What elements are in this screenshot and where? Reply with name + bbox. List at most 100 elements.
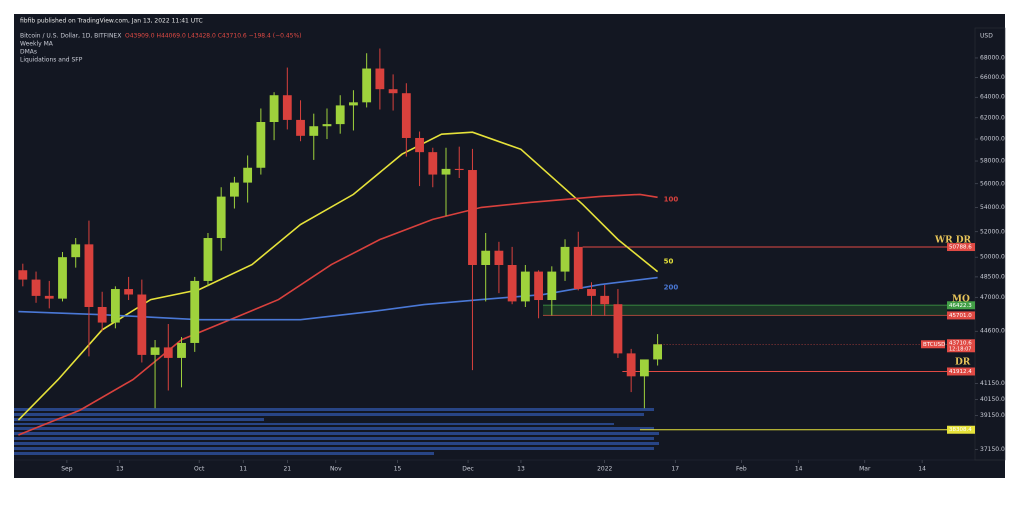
- candle-body: [428, 152, 438, 175]
- candle-body: [230, 182, 239, 197]
- x-tick-label: 17: [671, 466, 679, 473]
- ma-line: [18, 276, 658, 321]
- candle-body: [58, 257, 67, 299]
- candle-body: [71, 244, 81, 258]
- ma-label: 100: [664, 195, 679, 203]
- candle-body: [97, 306, 107, 323]
- candle-body: [534, 271, 543, 301]
- candle-body: [626, 353, 636, 377]
- x-tick-label: 13: [517, 466, 525, 473]
- annotation: DR: [955, 358, 971, 368]
- candle-body: [454, 168, 464, 171]
- candle-body: [256, 122, 266, 168]
- y-tick-label: 39150.0: [980, 412, 1005, 419]
- candle-body: [639, 359, 649, 377]
- level-tag-label: 50788.6: [949, 245, 972, 251]
- candle-body: [520, 271, 530, 302]
- last-price-countdown: 12:18:07: [949, 346, 971, 352]
- y-tick-label: 58000.0: [980, 158, 1005, 165]
- x-tick-label: Sep: [61, 466, 73, 473]
- indicator: DMAs: [20, 49, 37, 56]
- candle-body: [31, 279, 41, 296]
- candle-body: [335, 105, 345, 125]
- level-tag: [947, 425, 975, 434]
- candle-body: [243, 167, 253, 183]
- annotation: WR DR: [934, 236, 972, 246]
- x-tick-label: Dec: [462, 466, 474, 473]
- candle-body: [547, 271, 557, 301]
- ma-label: 50: [664, 258, 674, 266]
- level-tag: [947, 311, 975, 320]
- chart-title: Bitcoin / U.S. Dollar, 1D, BITFINEX: [20, 33, 121, 40]
- candle-body: [587, 289, 596, 296]
- y-tick-label: 60000.0: [980, 136, 1005, 143]
- x-tick-label: 14: [795, 466, 803, 473]
- level-tag: [947, 243, 975, 252]
- candle-body: [401, 93, 411, 138]
- candle-body: [600, 295, 610, 305]
- candle-body: [137, 294, 147, 355]
- y-tick-label: 64000.0: [980, 94, 1005, 101]
- candle-body: [216, 196, 226, 239]
- symbol-tag-label: BTCUSD: [923, 342, 945, 348]
- annotation: MO: [952, 295, 970, 305]
- candle-body: [322, 124, 332, 127]
- candle-body: [18, 270, 28, 280]
- level-tag-label: 45701.0: [949, 313, 972, 319]
- candle-body: [124, 289, 134, 295]
- level-tag: [947, 367, 975, 376]
- x-tick-label: 2022: [597, 466, 612, 473]
- candle-body: [415, 137, 424, 153]
- x-tick-label: 14: [918, 466, 926, 473]
- candle-body: [150, 347, 160, 355]
- y-tick-label: 52000.0: [980, 228, 1005, 235]
- x-tick-label: Oct: [194, 466, 205, 473]
- y-tick-label: 40150.0: [980, 396, 1005, 403]
- ma-line: [18, 193, 658, 436]
- candle-body: [203, 238, 213, 281]
- x-tick-label: 15: [394, 466, 402, 473]
- price-axis: [974, 27, 1006, 461]
- x-tick-label: Nov: [330, 466, 342, 473]
- x-tick-label: 11: [239, 466, 247, 473]
- candle-body: [573, 246, 583, 290]
- y-tick-label: 50000.0: [980, 254, 1005, 261]
- ma-label: 200: [664, 284, 679, 292]
- y-tick-label: 68000.0: [980, 54, 1005, 61]
- x-tick-label: Mar: [859, 466, 871, 473]
- last-price-tag: [947, 339, 975, 353]
- candle-body: [388, 89, 398, 94]
- candle-body: [507, 264, 517, 302]
- y-tick-label: 41150.0: [980, 380, 1005, 387]
- last-price-value: 43710.6: [949, 340, 972, 346]
- y-tick-label: 47000.0: [980, 294, 1005, 301]
- candle-body: [349, 102, 358, 106]
- level-tag-label: 46422.3: [949, 303, 972, 309]
- candle-body: [296, 119, 305, 136]
- y-tick-label: 44600.0: [980, 328, 1005, 335]
- y-tick-label: 56000.0: [980, 180, 1005, 187]
- level-tag: [947, 301, 975, 310]
- y-tick-label: 66000.0: [980, 74, 1005, 81]
- candle-body: [84, 244, 94, 307]
- y-tick-label: 37150.0: [980, 446, 1005, 453]
- candle-body: [375, 68, 385, 90]
- candle-body: [560, 246, 570, 272]
- currency: USD: [980, 33, 993, 40]
- candle-body: [468, 170, 477, 265]
- x-tick-label: 21: [283, 466, 291, 473]
- ohlc-text: O43909.0 H44069.0 L43428.0 C43710.6 −198…: [125, 33, 302, 40]
- candle-body: [494, 250, 504, 265]
- candle-body: [309, 126, 319, 136]
- candle-body: [362, 68, 372, 103]
- x-tick-label: Feb: [736, 466, 747, 473]
- chart-panel: [14, 14, 1005, 478]
- y-tick-label: 62000.0: [980, 114, 1005, 121]
- zone: [542, 305, 947, 316]
- candle-body: [163, 347, 173, 358]
- x-tick-label: 13: [116, 466, 124, 473]
- candle-body: [653, 344, 663, 360]
- indicator: Liquidations and SFP: [20, 57, 83, 64]
